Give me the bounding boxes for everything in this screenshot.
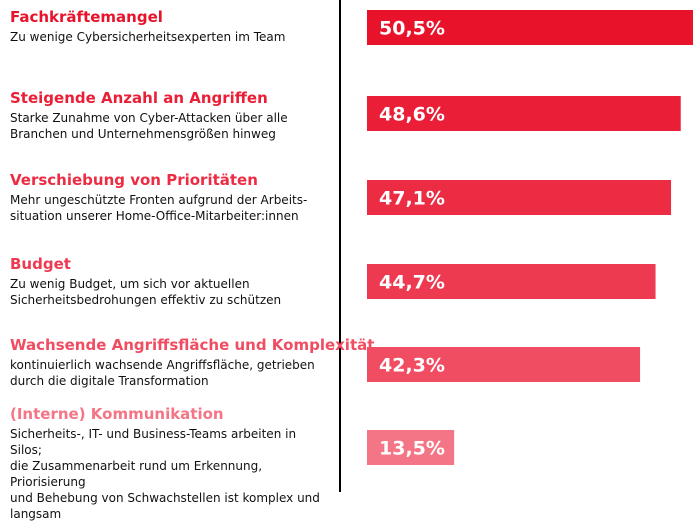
bar	[367, 347, 641, 382]
description-line: durch die digitale Transformation	[10, 374, 209, 388]
category-item: Wachsende Angriffsfläche und Komplexität…	[10, 336, 375, 389]
category-description: kontinuierlich wachsende Angriffsfläche,…	[10, 357, 330, 389]
bar-value-label: 47,1%	[379, 188, 445, 210]
description-line: die Zusammenarbeit rund um Erkennung, Pr…	[10, 459, 263, 489]
category-item: Fachkräftemangel Zu wenige Cybersicherhei…	[10, 8, 330, 45]
category-title: Wachsende Angriffsfläche und Komplexität	[10, 336, 375, 354]
category-item: Budget Zu wenig Budget, um sich vor aktue…	[10, 255, 330, 308]
category-description: Zu wenige Cybersicherheitsexperten im Te…	[10, 29, 330, 45]
description-line: Sicherheits-, IT- und Business-Teams arb…	[10, 427, 297, 457]
category-title: (Interne) Kommunikation	[10, 405, 224, 423]
category-item: Verschiebung von Prioritäten Mehr ungesch…	[10, 171, 330, 224]
bar-value-label: 48,6%	[379, 104, 445, 126]
category-title: Steigende Anzahl an Angriffen	[10, 89, 268, 107]
bar-value-label: 44,7%	[379, 272, 445, 294]
description-line: kontinuierlich wachsende Angriffsfläche,…	[10, 358, 315, 372]
category-title: Verschiebung von Prioritäten	[10, 171, 258, 189]
category-description: Zu wenig Budget, um sich vor aktuellen Si…	[10, 276, 330, 308]
bar	[367, 264, 656, 299]
vertical-divider	[339, 0, 341, 492]
category-description: Mehr ungeschützte Fronten aufgrund der A…	[10, 192, 330, 224]
bar	[367, 430, 455, 465]
bar-chart: 50,5% 48,6% 47,1% 44,7% 42,3% 13,5%	[367, 10, 693, 465]
description-line: situation unserer Home-Office-Mitarbeite…	[10, 209, 299, 223]
description-line: und Behebung von Schwachstellen ist komp…	[10, 491, 320, 505]
bar-value-label: 42,3%	[379, 355, 445, 377]
category-title: Fachkräftemangel	[10, 8, 163, 26]
category-title: Budget	[10, 255, 71, 273]
bar	[367, 96, 681, 131]
category-description: Starke Zunahme von Cyber-Attacken über a…	[10, 110, 330, 142]
description-line: Mehr ungeschützte Fronten aufgrund der A…	[10, 193, 308, 207]
description-line: Branchen und Unternehmensgrößen hinweg	[10, 127, 276, 141]
description-line: Sicherheitsbedrohungen effektiv zu schüt…	[10, 293, 282, 307]
description-line: langsam	[10, 507, 62, 521]
bar	[367, 180, 672, 215]
bar	[367, 10, 693, 45]
bar-value-label: 50,5%	[379, 18, 445, 40]
description-line: Zu wenige Cybersicherheitsexperten im Te…	[10, 30, 286, 44]
bar-value-label: 13,5%	[379, 438, 445, 460]
description-line: Starke Zunahme von Cyber-Attacken über a…	[10, 111, 288, 125]
category-item: Steigende Anzahl an Angriffen Starke Zuna…	[10, 89, 330, 142]
description-line: Zu wenig Budget, um sich vor aktuellen	[10, 277, 250, 291]
